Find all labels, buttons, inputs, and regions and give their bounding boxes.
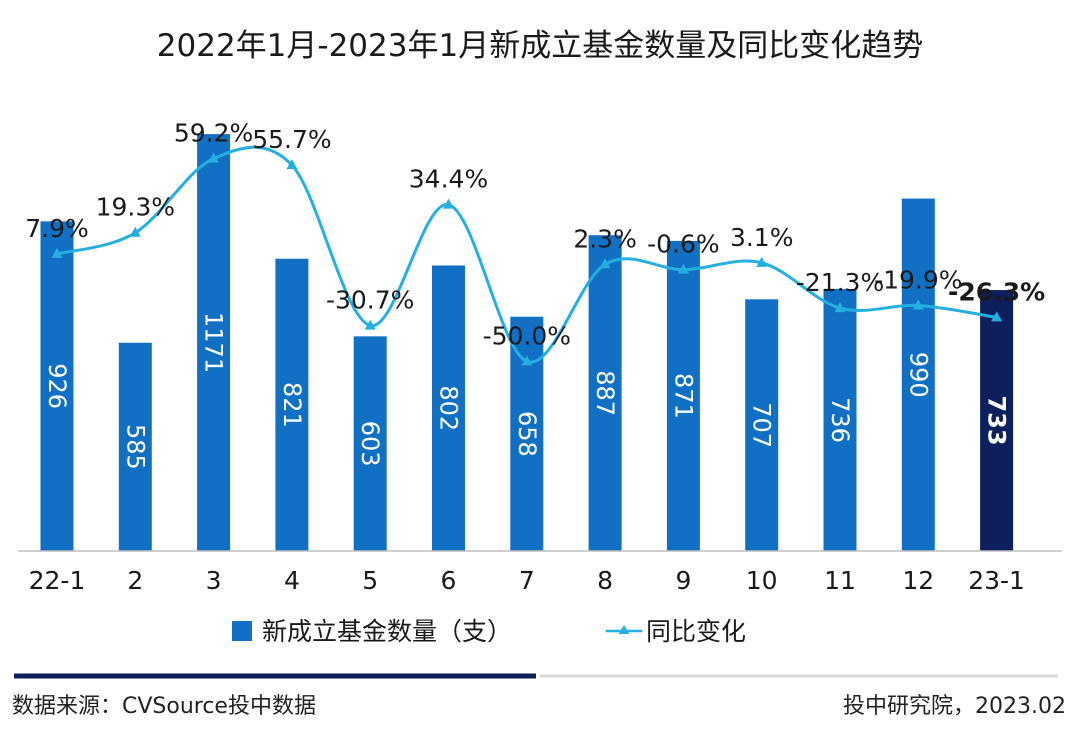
x-tick-label: 12 bbox=[902, 566, 934, 595]
x-tick-label: 2 bbox=[127, 566, 143, 595]
data-source-note: 数据来源：CVSource投中数据 bbox=[12, 694, 316, 719]
yoy-value-label: 2.3% bbox=[573, 224, 637, 253]
yoy-value-label: -0.6% bbox=[647, 230, 720, 259]
legend-bar-label: 新成立基金数量（支） bbox=[262, 617, 512, 646]
yoy-line-layer: 7.9%19.3% 59.2%55.7% -30.7% 34.4% -50.0% 2.3%… bbox=[25, 119, 1045, 366]
x-tick-label: 5 bbox=[362, 566, 378, 595]
yoy-point bbox=[677, 263, 689, 274]
legend-line-marker bbox=[618, 625, 630, 634]
x-tick-label: 6 bbox=[441, 566, 457, 595]
yoy-value-label: 59.2% bbox=[174, 119, 253, 148]
bar-4 bbox=[275, 258, 309, 551]
bar-23-1 bbox=[980, 290, 1014, 551]
legend-line-label: 同比变化 bbox=[646, 617, 746, 646]
bar-value-label: 926 bbox=[43, 363, 71, 409]
bar-5 bbox=[353, 336, 387, 551]
bar-value-label: 658 bbox=[513, 411, 541, 457]
bar-8 bbox=[588, 235, 622, 551]
yoy-point bbox=[286, 159, 298, 170]
bar-3 bbox=[197, 134, 231, 551]
bar-22-1 bbox=[40, 221, 74, 551]
x-tick-label: 4 bbox=[284, 566, 300, 595]
x-tick-label: 9 bbox=[675, 566, 691, 595]
yoy-value-label: 55.7% bbox=[252, 125, 331, 154]
yoy-point bbox=[599, 258, 611, 269]
bar-2 bbox=[118, 342, 152, 551]
bar-value-label: 733 bbox=[983, 395, 1011, 445]
x-tick-label: 8 bbox=[597, 566, 613, 595]
bars-layer: 926 585 1171 821 603 802 658 887 871 707 736 990 733 bbox=[40, 134, 1014, 551]
yoy-point bbox=[208, 152, 220, 163]
yoy-line bbox=[56, 145, 997, 364]
bar-10 bbox=[745, 299, 779, 551]
x-tick-label: 10 bbox=[746, 566, 778, 595]
x-tick-label: 7 bbox=[519, 566, 535, 595]
legend-bar-swatch bbox=[232, 621, 252, 641]
yoy-value-label: 7.9% bbox=[25, 214, 89, 243]
bar-12 bbox=[901, 198, 935, 551]
bar-9 bbox=[666, 240, 700, 551]
x-tick-labels: 22-1 2 3 4 5 6 7 8 9 10 11 12 23-1 bbox=[29, 566, 1025, 595]
bar-value-label: 707 bbox=[748, 402, 776, 448]
yoy-point bbox=[912, 299, 924, 310]
chart-title: 2022年1月-2023年1月新成立基金数量及同比变化趋势 bbox=[157, 28, 923, 64]
yoy-value-label: 34.4% bbox=[409, 165, 488, 194]
bar-value-label: 871 bbox=[669, 373, 697, 419]
bar-6 bbox=[432, 265, 465, 551]
x-tick-label: 23-1 bbox=[968, 566, 1025, 595]
yoy-point bbox=[129, 226, 141, 237]
yoy-value-label: -19.9% bbox=[874, 266, 962, 295]
yoy-point bbox=[521, 355, 533, 366]
bar-value-label: 736 bbox=[826, 397, 854, 443]
yoy-point bbox=[991, 311, 1003, 322]
yoy-point bbox=[51, 247, 63, 258]
yoy-point bbox=[834, 302, 846, 313]
yoy-value-label: -30.7% bbox=[326, 286, 414, 315]
bar-value-label: 990 bbox=[904, 352, 932, 398]
yoy-point bbox=[364, 319, 376, 330]
x-tick-label: 22-1 bbox=[29, 566, 86, 595]
bar-value-label: 887 bbox=[591, 370, 619, 416]
yoy-point bbox=[756, 256, 768, 267]
bar-value-label: 821 bbox=[278, 382, 306, 428]
yoy-value-label: -50.0% bbox=[483, 321, 571, 350]
x-tick-label: 3 bbox=[206, 566, 222, 595]
yoy-point bbox=[443, 198, 454, 209]
yoy-value-label: 3.1% bbox=[730, 223, 794, 252]
yoy-value-label: 19.3% bbox=[96, 193, 175, 222]
x-tick-label: 11 bbox=[824, 566, 856, 595]
bar-value-label: 585 bbox=[121, 424, 149, 470]
yoy-value-label: -26.3% bbox=[948, 277, 1045, 306]
yoy-value-label: -21.3% bbox=[796, 268, 884, 297]
publisher-credit: 投中研究院，2023.02 bbox=[843, 694, 1066, 719]
bar-value-label: 1171 bbox=[200, 312, 228, 373]
legend: 新成立基金数量（支） 同比变化 bbox=[232, 617, 746, 646]
bar-value-label: 802 bbox=[435, 385, 463, 431]
bar-11 bbox=[823, 288, 857, 551]
bar-value-label: 603 bbox=[356, 421, 384, 467]
